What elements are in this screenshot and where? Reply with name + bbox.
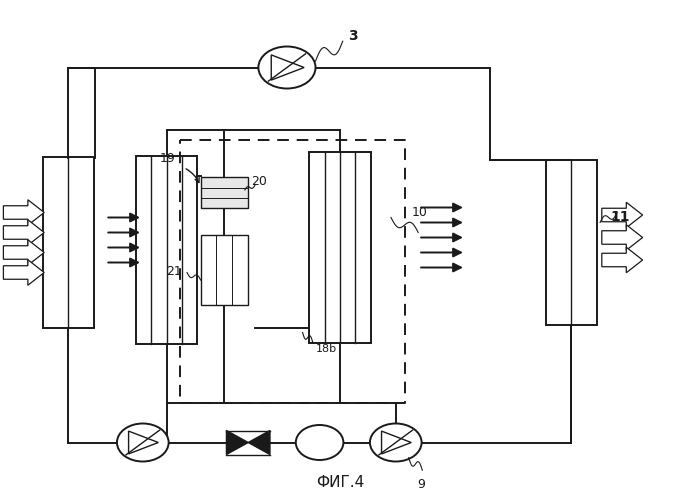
Polygon shape <box>129 431 158 454</box>
Circle shape <box>117 424 169 462</box>
Polygon shape <box>602 202 643 228</box>
Text: 19: 19 <box>160 152 175 166</box>
Polygon shape <box>271 55 304 80</box>
Polygon shape <box>248 430 270 454</box>
Polygon shape <box>602 248 643 273</box>
Text: ФИГ.4: ФИГ.4 <box>316 475 364 490</box>
Text: 9: 9 <box>417 478 425 490</box>
Polygon shape <box>3 240 44 265</box>
Text: 3: 3 <box>348 29 358 43</box>
Polygon shape <box>3 220 44 245</box>
Circle shape <box>370 424 422 462</box>
Bar <box>201 235 248 305</box>
Bar <box>309 152 371 342</box>
Bar <box>201 178 248 208</box>
Text: 10: 10 <box>411 206 427 219</box>
Polygon shape <box>381 431 411 454</box>
Bar <box>136 156 197 344</box>
Text: 11: 11 <box>611 210 630 224</box>
Text: 20: 20 <box>252 175 267 188</box>
Circle shape <box>296 425 343 460</box>
Polygon shape <box>3 260 44 285</box>
Text: 21: 21 <box>167 265 182 278</box>
Polygon shape <box>226 430 248 454</box>
Polygon shape <box>3 200 44 225</box>
Circle shape <box>258 46 316 88</box>
Text: 18b: 18b <box>316 344 337 354</box>
Bar <box>546 160 597 325</box>
Polygon shape <box>602 225 643 250</box>
Bar <box>42 158 94 328</box>
